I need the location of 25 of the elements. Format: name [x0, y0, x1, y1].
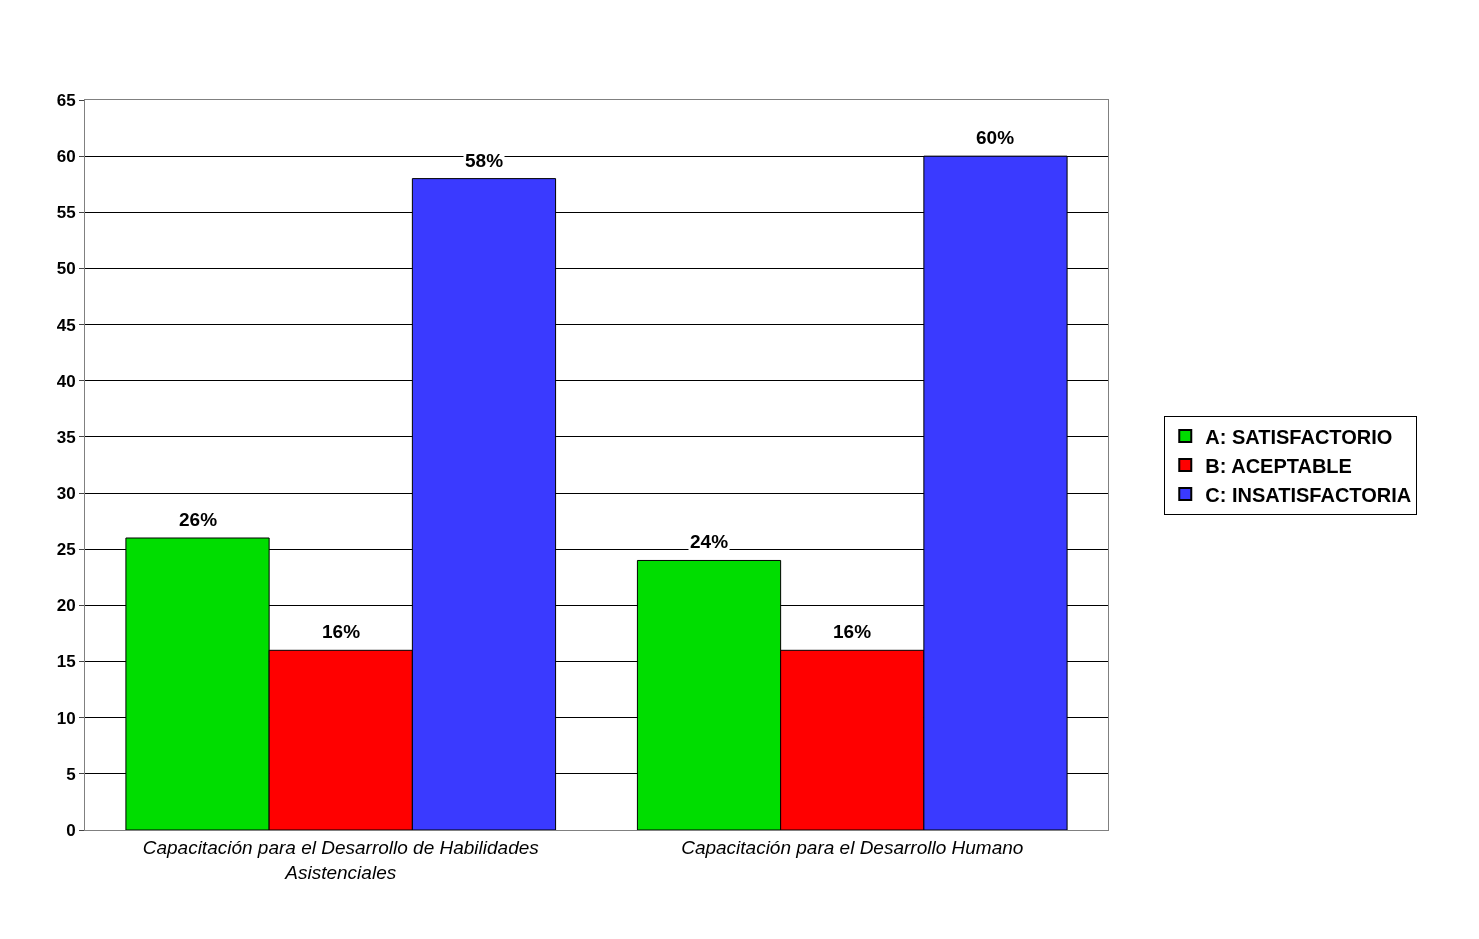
data-label: 24%: [690, 531, 729, 552]
y-tick-label: 40: [56, 371, 76, 391]
y-tick-label: 20: [56, 596, 76, 616]
y-tick-label: 10: [56, 708, 76, 728]
x-tick-label: Capacitación para el Desarrollo de Habilidades Asistenciales: [142, 836, 540, 883]
y-tick-label: 45: [56, 315, 76, 335]
legend-label: B: ACEPTABLE: [1205, 454, 1352, 477]
data-label: 16%: [833, 621, 872, 642]
x-tick-label: Capacitación para el Desarrollo Humano: [681, 836, 1024, 858]
legend-label: A: SATISFACTORIO: [1205, 425, 1393, 448]
y-tick-label: 65: [56, 90, 76, 110]
y-tick-label: 55: [56, 203, 76, 223]
y-tick-label: 30: [56, 484, 76, 504]
data-label: 26%: [179, 509, 218, 530]
data-label: 60%: [976, 127, 1015, 148]
y-tick-label: 50: [56, 259, 76, 279]
y-tick-label: 5: [66, 764, 76, 784]
y-tick-label: 60: [56, 147, 76, 167]
y-tick-label: 25: [56, 540, 76, 560]
y-tick-label: 0: [66, 820, 76, 840]
data-label: 58%: [465, 150, 504, 171]
legend-label: C: INSATISFACTORIA: [1205, 483, 1412, 506]
data-label: 16%: [322, 621, 361, 642]
y-tick-label: 35: [56, 427, 76, 447]
y-tick-label: 15: [56, 652, 76, 672]
